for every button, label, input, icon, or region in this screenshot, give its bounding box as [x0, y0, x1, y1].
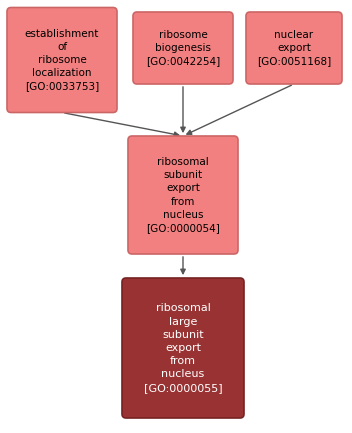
- FancyBboxPatch shape: [122, 278, 244, 418]
- FancyBboxPatch shape: [133, 12, 233, 84]
- Text: ribosomal
subunit
export
from
nucleus
[GO:0000054]: ribosomal subunit export from nucleus [G…: [146, 157, 220, 233]
- FancyBboxPatch shape: [128, 136, 238, 254]
- Text: establishment
of
ribosome
localization
[GO:0033753]: establishment of ribosome localization […: [25, 29, 99, 91]
- Text: nuclear
export
[GO:0051168]: nuclear export [GO:0051168]: [257, 30, 331, 66]
- Text: ribosome
biogenesis
[GO:0042254]: ribosome biogenesis [GO:0042254]: [146, 30, 220, 66]
- FancyBboxPatch shape: [246, 12, 342, 84]
- FancyBboxPatch shape: [7, 7, 117, 113]
- Text: ribosomal
large
subunit
export
from
nucleus
[GO:0000055]: ribosomal large subunit export from nucl…: [144, 304, 222, 393]
